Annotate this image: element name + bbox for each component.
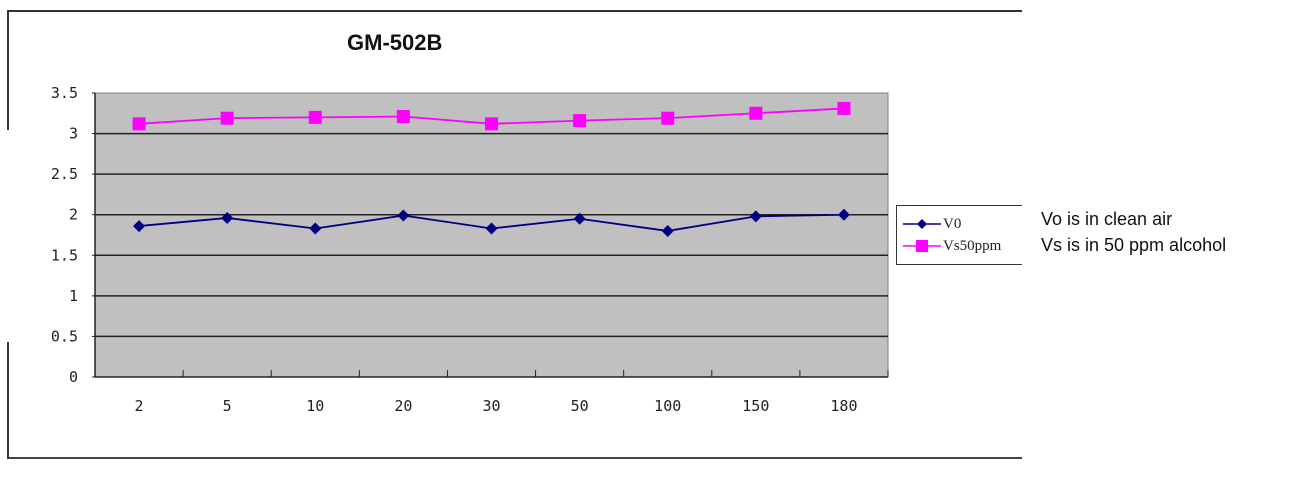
square-marker-icon: [661, 111, 675, 125]
x-tick-label: 100: [654, 397, 681, 415]
square-marker-icon: [220, 111, 234, 125]
square-marker-icon: [573, 114, 587, 128]
note-alcohol: Vs is in 50 ppm alcohol: [1041, 235, 1227, 255]
diamond-marker-icon: [661, 224, 674, 237]
y-tick-label: 0: [69, 368, 78, 386]
chart-frame-top: [7, 10, 1022, 12]
chart-image: GM-502B 0 0.5 1 1.5 2 2.5 3 3.5 2 5 10 20 30 50 100 150…: [7, 10, 1022, 459]
legend-item-v0: V0: [903, 214, 961, 234]
x-tick-label: 180: [830, 397, 857, 415]
square-marker-icon: [903, 240, 941, 252]
x-tick-label: 50: [571, 397, 589, 415]
diamond-marker-icon: [837, 208, 850, 221]
plot-area: 0 0.5 1 1.5 2 2.5 3 3.5 2 5 10 20 30 50 100 150 180: [51, 84, 889, 415]
legend-label: V0: [943, 215, 962, 232]
legend-label: Vs50ppm: [943, 237, 1002, 254]
y-tick-label: 3: [69, 125, 78, 143]
square-marker-icon: [837, 101, 851, 115]
x-tick-label: 30: [482, 397, 500, 415]
chart-frame-left: [7, 342, 9, 459]
y-tick-label: 1.5: [51, 246, 78, 264]
x-tick-label: 10: [306, 397, 324, 415]
annotation-notes: Vo is in clean air Vs is in 50 ppm alcoh…: [1041, 206, 1226, 258]
y-tick-label: 0.5: [51, 327, 78, 345]
square-marker-icon: [749, 106, 763, 120]
x-tick-label: 2: [135, 397, 144, 415]
diamond-marker-icon: [749, 210, 762, 223]
diamond-marker-icon: [573, 212, 586, 225]
x-tick-label: 20: [394, 397, 412, 415]
x-tick-label: 5: [223, 397, 232, 415]
square-marker-icon: [132, 117, 146, 131]
chart-frame-bottom: [7, 457, 1022, 459]
x-tick-label: 150: [742, 397, 769, 415]
y-tick-label: 3.5: [51, 84, 78, 102]
y-tick-label: 2.5: [51, 165, 78, 183]
square-marker-icon: [308, 110, 322, 124]
plot-background: [94, 92, 889, 378]
diamond-marker-icon: [133, 220, 146, 233]
diamond-marker-icon: [903, 219, 941, 229]
y-tick-label: 2: [69, 206, 78, 224]
square-marker-icon: [396, 110, 410, 124]
legend: V0 Vs50ppm: [896, 205, 1022, 265]
diamond-marker-icon: [397, 209, 410, 222]
diamond-marker-icon: [221, 211, 234, 224]
note-clean-air: Vo is in clean air: [1041, 209, 1173, 229]
y-tick-label: 1: [69, 287, 78, 305]
square-marker-icon: [485, 117, 498, 131]
diamond-marker-icon: [485, 222, 498, 235]
diamond-marker-icon: [309, 222, 322, 235]
legend-item-vs50ppm: Vs50ppm: [903, 236, 1001, 256]
chart-frame-left: [7, 10, 9, 130]
chart-title-text: GM-502B: [347, 30, 443, 55]
